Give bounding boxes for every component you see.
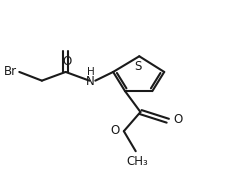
- Text: CH₃: CH₃: [126, 155, 148, 168]
- Text: Br: Br: [4, 65, 17, 78]
- Text: H: H: [87, 67, 94, 77]
- Text: O: O: [62, 55, 71, 68]
- Text: S: S: [134, 60, 142, 73]
- Text: O: O: [173, 113, 182, 126]
- Text: O: O: [110, 124, 120, 137]
- Text: N: N: [86, 75, 95, 88]
